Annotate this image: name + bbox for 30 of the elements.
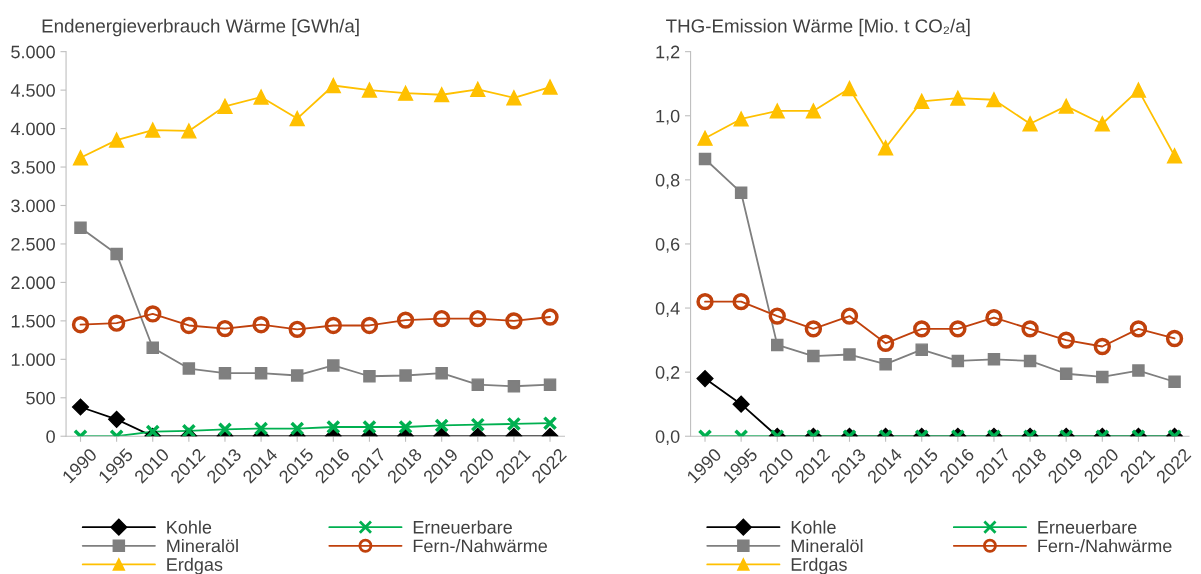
legend-label: Erneuerbare	[413, 520, 512, 534]
y-tick-label: 0	[46, 430, 55, 443]
chart-title: THG-Emission Wärme [Mio. t CO₂/a]	[666, 18, 970, 37]
legend-label: Mineralöl	[167, 539, 238, 553]
y-tick-label: 2.000	[11, 276, 55, 290]
legend-label: Erdgas	[167, 557, 223, 574]
y-tick-label: 3.500	[11, 160, 55, 174]
legend-label: Kohle	[167, 520, 212, 534]
legend-label: Fern-/Nahwärme	[1038, 539, 1172, 553]
y-tick-label: 0,2	[655, 366, 680, 381]
y-tick-label: 500	[26, 391, 55, 405]
y-tick-label: 1,2	[656, 45, 680, 61]
legend-label: Mineralöl	[791, 539, 863, 553]
chart-title: Endenergieverbrauch Wärme [GWh/a]	[42, 18, 359, 37]
y-tick-label: 0,8	[655, 173, 680, 189]
y-tick-label: 1.000	[11, 353, 55, 367]
y-tick-label: 1,0	[656, 109, 680, 125]
legend-label: Kohle	[791, 520, 836, 534]
legend-label: Fern-/Nahwärme	[413, 539, 548, 553]
legend-label: Erneuerbare	[1038, 520, 1137, 534]
y-tick-label: 1.500	[11, 314, 55, 328]
y-tick-label: 0,4	[655, 301, 680, 317]
y-tick-label: 5.000	[11, 45, 55, 59]
y-tick-label: 0,6	[655, 237, 680, 253]
y-tick-label: 4.500	[10, 84, 55, 97]
legend-label: Erdgas	[791, 557, 847, 574]
y-tick-label: 2.500	[11, 237, 55, 251]
y-tick-label: 3.000	[11, 199, 55, 213]
y-tick-label: 0,0	[655, 430, 680, 446]
y-tick-label: 4.000	[10, 122, 55, 136]
